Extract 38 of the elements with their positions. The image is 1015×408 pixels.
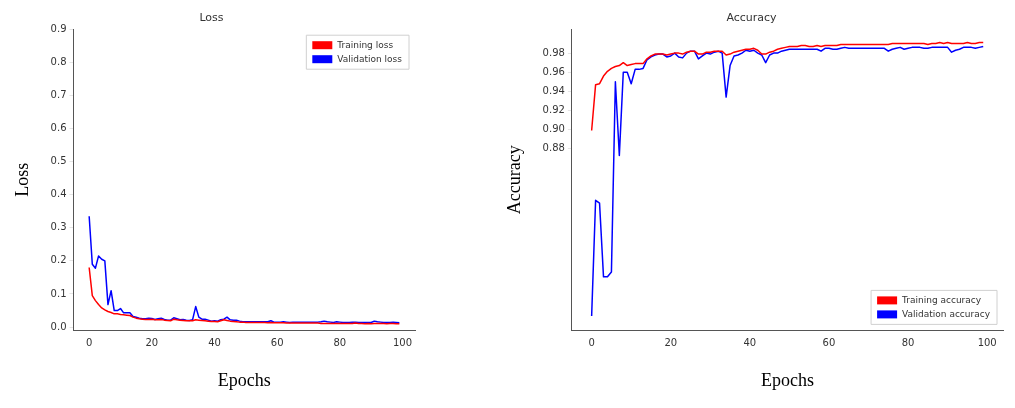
x-tick-label: 60 bbox=[822, 336, 836, 348]
y-tick-label: 0.5 bbox=[50, 155, 67, 167]
legend-label: Validation loss bbox=[337, 53, 403, 64]
y-tick-label: 0.8 bbox=[50, 55, 67, 67]
y-tick-label: 0.7 bbox=[50, 88, 67, 100]
y-axis-title: Accuracy bbox=[503, 145, 524, 215]
x-tick-label: 80 bbox=[333, 336, 347, 348]
y-tick-label: 0.88 bbox=[542, 142, 565, 154]
y-tick-label: 0.2 bbox=[50, 254, 67, 266]
y-tick-label: 0.94 bbox=[542, 84, 565, 96]
x-tick-label: 40 bbox=[208, 336, 221, 348]
y-tick-label: 0.90 bbox=[542, 123, 565, 135]
chart-title: Accuracy bbox=[726, 11, 778, 25]
x-tick-label: 20 bbox=[145, 336, 159, 348]
x-tick-label: 20 bbox=[664, 336, 678, 348]
y-tick-label: 0.98 bbox=[542, 46, 565, 58]
y-tick-label: 0.3 bbox=[50, 221, 67, 233]
y-axis-title: Loss bbox=[11, 162, 32, 197]
legend-label: Training accuracy bbox=[901, 294, 982, 305]
y-tick-label: 0.1 bbox=[50, 287, 67, 299]
y-tick-label: 0.92 bbox=[542, 104, 565, 116]
chart-title: Loss bbox=[199, 11, 224, 25]
x-axis-title: Epochs bbox=[760, 369, 814, 390]
y-tick-label: 0.4 bbox=[50, 188, 67, 200]
x-tick-label: 80 bbox=[901, 336, 915, 348]
x-tick-label: 100 bbox=[977, 336, 997, 348]
x-tick-label: 0 bbox=[85, 336, 93, 348]
x-tick-label: 60 bbox=[270, 336, 284, 348]
legend-label: Training loss bbox=[336, 39, 394, 50]
x-tick-label: 0 bbox=[588, 336, 595, 348]
x-tick-label: 100 bbox=[392, 336, 413, 348]
x-axis-title: Epochs bbox=[217, 369, 271, 390]
y-tick-label: 0.9 bbox=[50, 22, 67, 34]
y-tick-label: 0.6 bbox=[50, 122, 67, 134]
legend-label: Validation accuracy bbox=[902, 308, 991, 319]
y-tick-label: 0.0 bbox=[50, 320, 67, 332]
y-tick-label: 0.96 bbox=[542, 65, 565, 77]
x-tick-label: 40 bbox=[743, 336, 757, 348]
